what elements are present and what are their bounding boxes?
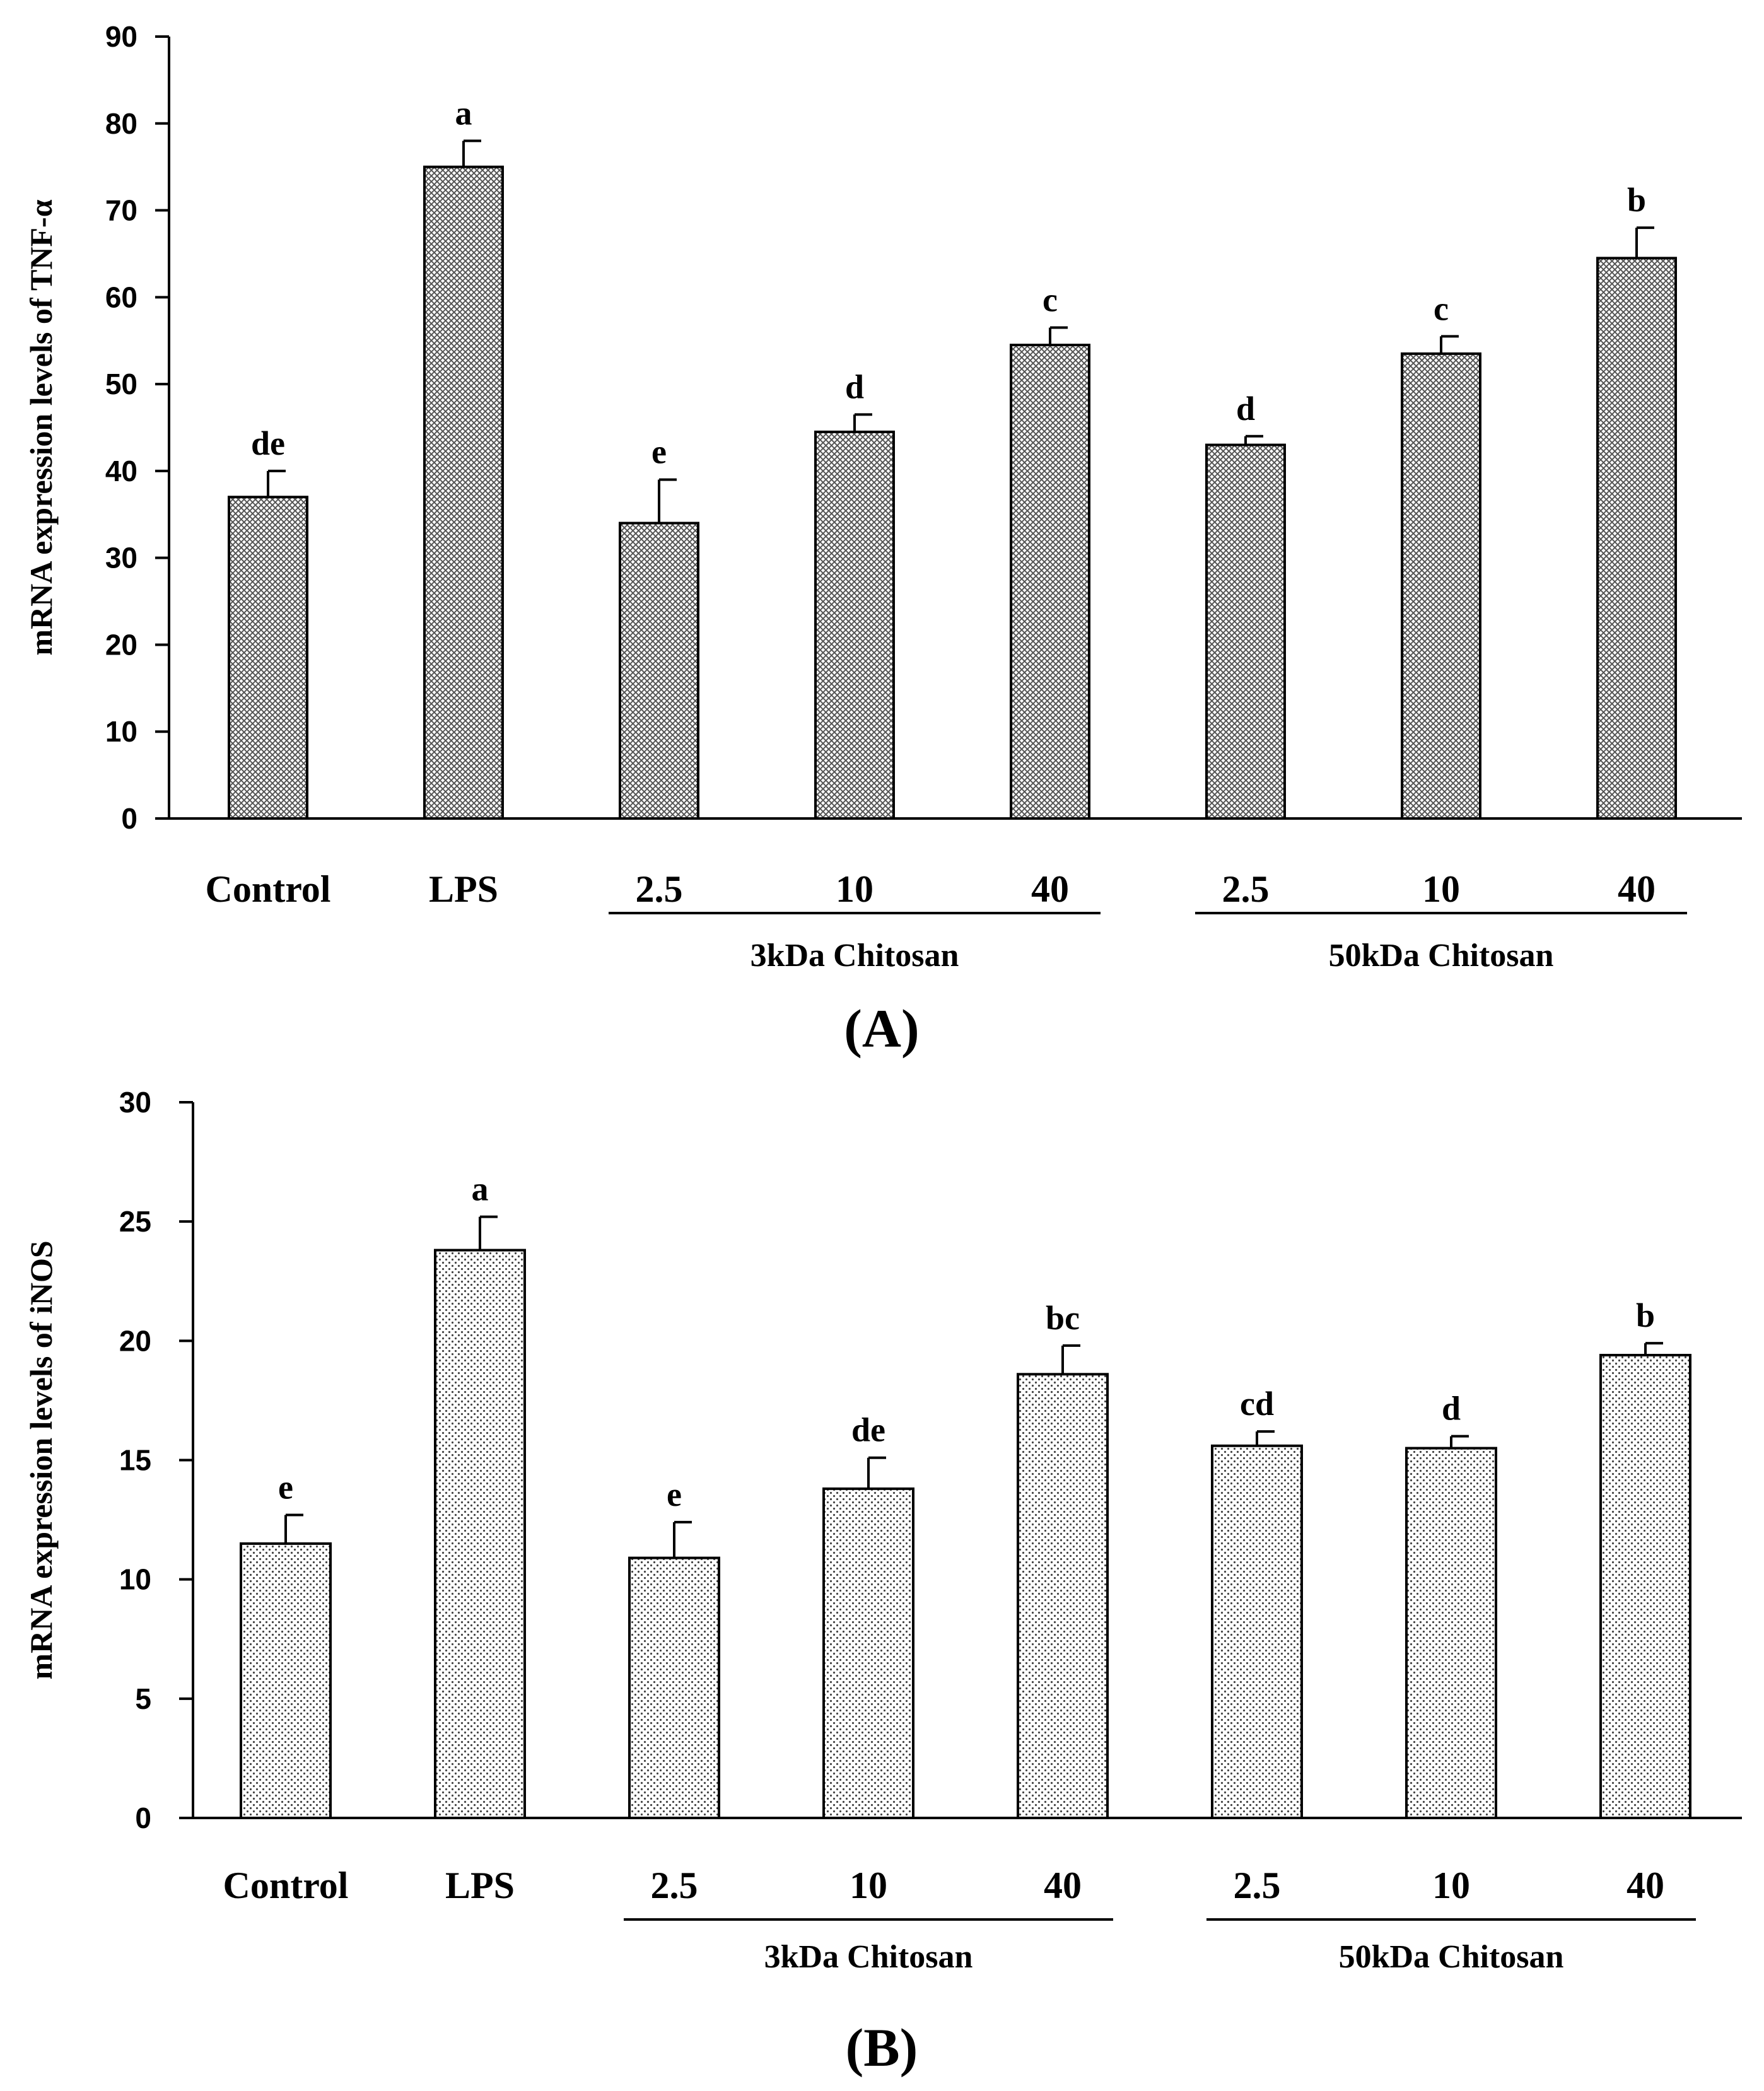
significance-label: d: [1236, 390, 1255, 428]
y-tick-label: 90: [105, 20, 137, 53]
group-label: 3kDa Chitosan: [764, 1939, 973, 1975]
bar: [434, 1249, 526, 1819]
x-tick-label: 2.5: [636, 868, 683, 910]
x-tick-label: 10: [850, 1865, 887, 1906]
significance-label: c: [1043, 281, 1058, 319]
x-tick-label: 40: [1618, 868, 1656, 910]
bar: [822, 1487, 914, 1819]
x-tick-label: 10: [836, 868, 873, 910]
x-tick-label: 2.5: [1222, 868, 1270, 910]
bar: [814, 430, 895, 820]
significance-label: de: [251, 424, 285, 462]
y-tick-label: 5: [135, 1682, 151, 1715]
group-label: 3kDa Chitosan: [751, 938, 959, 974]
x-tick-label: LPS: [429, 868, 498, 910]
y-tick-label: 10: [119, 1563, 151, 1596]
significance-label: de: [851, 1411, 885, 1449]
significance-label: e: [651, 433, 667, 471]
significance-label: bc: [1046, 1299, 1080, 1337]
significance-label: cd: [1240, 1385, 1274, 1423]
group-label: 50kDa Chitosan: [1329, 938, 1554, 974]
bar: [619, 521, 699, 820]
significance-label: c: [1434, 289, 1449, 327]
bar: [1010, 344, 1090, 820]
x-tick-label: 2.5: [651, 1865, 698, 1906]
significance-label: a: [455, 94, 472, 132]
bar: [1205, 443, 1286, 820]
significance-label: d: [845, 368, 864, 405]
bar: [228, 496, 308, 820]
x-tick-label: 10: [1422, 868, 1460, 910]
significance-label: e: [667, 1476, 682, 1513]
y-tick-label: 80: [105, 107, 137, 140]
significance-label: b: [1636, 1296, 1655, 1334]
y-axis-label: mRNA expression levels of TNF-α: [23, 199, 59, 655]
significance-label: a: [472, 1170, 489, 1208]
bar: [423, 165, 504, 820]
significance-label: d: [1442, 1390, 1461, 1428]
chart-panel-a: 0 10 20 30 40 50 60 70 80 90 mRNA expression level…: [23, 20, 1742, 1059]
x-tick-label: LPS: [445, 1865, 515, 1906]
y-tick-label: 15: [119, 1444, 151, 1477]
panel-label: (A): [844, 998, 919, 1059]
bar: [1017, 1373, 1109, 1820]
y-tick-label: 40: [105, 455, 137, 487]
y-tick-label: 30: [105, 542, 137, 574]
panel-label: (B): [846, 2017, 918, 2078]
y-tick-label: 60: [105, 281, 137, 313]
y-tick-label: 10: [105, 715, 137, 748]
bar: [1599, 1354, 1691, 1820]
group-label: 50kDa Chitosan: [1339, 1939, 1564, 1975]
y-tick-label: 0: [135, 1802, 151, 1834]
significance-label: b: [1627, 181, 1646, 219]
bar: [1596, 257, 1677, 820]
y-tick-label: 70: [105, 194, 137, 227]
y-tick-label: 20: [105, 628, 137, 661]
bar: [1211, 1444, 1303, 1820]
y-axis-label: mRNA expression levels of iNOS: [23, 1240, 59, 1679]
x-tick-label: Control: [223, 1865, 349, 1906]
y-tick-label: 0: [121, 802, 137, 835]
bar: [1405, 1447, 1497, 1819]
significance-label: e: [278, 1469, 293, 1506]
bar: [240, 1542, 332, 1820]
chart-panel-b: 0 5 10 15 20 25 30 mRNA expression levels of iN…: [23, 1086, 1742, 2078]
x-tick-label: 40: [1627, 1865, 1664, 1906]
bar: [628, 1556, 720, 1820]
x-tick-label: Control: [206, 868, 331, 910]
y-tick-label: 50: [105, 368, 137, 400]
x-tick-label: 40: [1044, 1865, 1082, 1906]
x-tick-label: 2.5: [1234, 1865, 1281, 1906]
y-tick-label: 25: [119, 1205, 151, 1238]
x-tick-label: 10: [1432, 1865, 1470, 1906]
x-tick-label: 40: [1031, 868, 1069, 910]
bar: [1401, 352, 1481, 820]
y-tick-label: 30: [119, 1086, 151, 1119]
y-tick-label: 20: [119, 1324, 151, 1357]
